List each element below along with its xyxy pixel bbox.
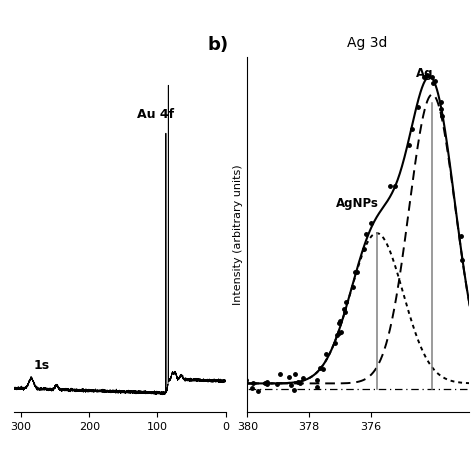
Text: AgNPs: AgNPs xyxy=(337,197,379,210)
Text: Ag: Ag xyxy=(416,67,434,80)
Text: 1s: 1s xyxy=(33,359,49,372)
Text: b): b) xyxy=(207,36,228,54)
Text: Au 4f: Au 4f xyxy=(137,108,174,121)
Y-axis label: Intensity (arbitrary units): Intensity (arbitrary units) xyxy=(233,164,243,305)
Text: Ag 3d: Ag 3d xyxy=(347,36,388,50)
